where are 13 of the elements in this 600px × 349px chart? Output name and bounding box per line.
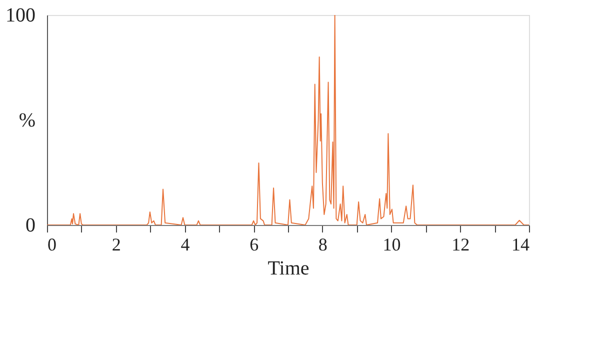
x-tick-label: 8 (318, 234, 328, 254)
y-tick-label: % (18, 110, 36, 132)
x-tick-label: 4 (180, 234, 190, 254)
y-tick-label: 100 (6, 4, 36, 26)
x-tick-label: 10 (382, 234, 401, 254)
line-series (47, 15, 529, 225)
y-tick-label: 0 (26, 214, 36, 236)
x-tick-label: 2 (112, 234, 121, 254)
x-tick-label: 12 (452, 234, 470, 254)
x-tick-label: 6 (250, 234, 259, 254)
x-tick-label: 0 (48, 234, 56, 254)
x-axis-title: Time (268, 258, 310, 280)
x-tick-label: 14 (512, 234, 530, 254)
